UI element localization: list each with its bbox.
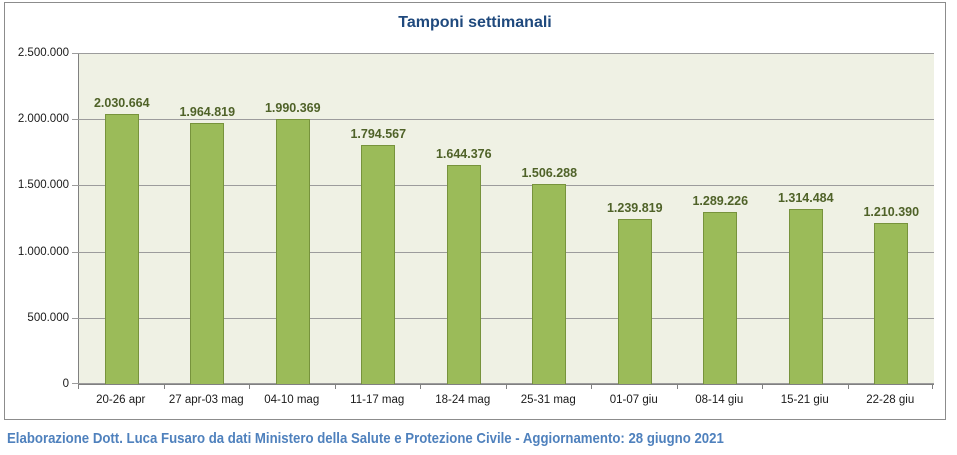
x-tick-mark bbox=[932, 384, 933, 389]
gridline bbox=[72, 185, 934, 187]
y-tick-label: 0 bbox=[62, 378, 69, 390]
x-tick-mark bbox=[676, 384, 678, 389]
x-category-label: 18-24 mag bbox=[435, 394, 491, 406]
bar-value-label: 1.239.819 bbox=[606, 200, 663, 215]
x-tick-mark bbox=[334, 384, 336, 389]
x-tick-mark bbox=[762, 384, 763, 389]
x-category-label: 25-31 mag bbox=[520, 394, 576, 406]
gridline bbox=[72, 119, 934, 121]
x-category-label: 01-07 giu bbox=[609, 394, 658, 406]
bar-slot: 1.210.390 bbox=[849, 53, 935, 384]
bar-series: 2.030.664 1.964.819 1.990.369 1.794.567 1.64… bbox=[79, 53, 934, 384]
bar bbox=[361, 145, 396, 384]
bar-value-label: 1.794.567 bbox=[350, 127, 407, 142]
bar bbox=[190, 122, 225, 384]
x-tick-mark bbox=[505, 384, 507, 389]
bar-slot: 1.506.288 bbox=[507, 53, 593, 384]
x-tick-mark bbox=[249, 384, 250, 389]
bar-value-label: 1.314.484 bbox=[777, 190, 834, 205]
y-tick-label: 2.000.000 bbox=[17, 113, 69, 126]
x-tick-mark bbox=[847, 384, 849, 389]
y-axis-labels: 0 500.000 1.000.000 1.500.000 2.000.000 2.500… bbox=[5, 47, 69, 390]
bar-value-label: 1.644.376 bbox=[435, 147, 492, 162]
bar bbox=[703, 212, 738, 384]
bar-value-label: 1.990.369 bbox=[264, 101, 321, 116]
y-tick-label: 1.500.000 bbox=[17, 179, 69, 192]
x-category-label: 22-28 giu bbox=[866, 394, 915, 406]
x-category-label: 11-17 mag bbox=[350, 394, 405, 406]
gridline bbox=[72, 383, 934, 384]
gridline bbox=[72, 251, 934, 253]
x-axis-ticks bbox=[78, 384, 933, 389]
chart-title: Tamponi settimanali bbox=[398, 14, 552, 31]
x-category-label: 20-26 apr bbox=[96, 394, 146, 406]
x-axis-labels: 20-26 apr 27 apr-03 mag 04-10 mag 11-17 mag… bbox=[78, 393, 933, 408]
bar-value-label: 1.210.390 bbox=[863, 204, 920, 219]
x-tick-mark bbox=[591, 384, 592, 389]
bar bbox=[104, 114, 139, 384]
plot-area: 2.030.664 1.964.819 1.990.369 1.794.567 1.64… bbox=[72, 53, 934, 385]
x-tick-mark bbox=[420, 384, 421, 389]
x-tick-mark bbox=[163, 384, 165, 389]
bar-value-label: 1.506.288 bbox=[521, 165, 578, 180]
bar-slot: 1.794.567 bbox=[336, 53, 422, 384]
x-category-label: 08-14 giu bbox=[695, 394, 744, 406]
gridline bbox=[72, 317, 934, 319]
bar-slot: 1.644.376 bbox=[421, 53, 507, 384]
y-tick-label: 2.500.000 bbox=[17, 47, 69, 59]
bar bbox=[617, 218, 652, 384]
footer-credit: Elaborazione Dott. Luca Fusaro da dati M… bbox=[7, 430, 724, 447]
y-tick-label: 1.000.000 bbox=[17, 245, 69, 258]
bar-slot: 2.030.664 bbox=[79, 53, 165, 384]
gridline bbox=[72, 53, 934, 54]
chart-container: Tamponi settimanali 0 500.000 1.000.000 1.5… bbox=[4, 2, 946, 420]
bar-slot: 1.239.819 bbox=[592, 53, 678, 384]
bar-slot: 1.964.819 bbox=[165, 53, 251, 384]
bar-value-label: 1.289.226 bbox=[692, 194, 749, 209]
bar bbox=[275, 119, 310, 384]
x-category-label: 15-21 giu bbox=[780, 394, 829, 406]
bar-slot: 1.289.226 bbox=[678, 53, 764, 384]
bar-value-label: 2.030.664 bbox=[93, 96, 150, 111]
bar-value-label: 1.964.819 bbox=[179, 104, 236, 119]
bar bbox=[788, 208, 823, 384]
bar-slot: 1.314.484 bbox=[763, 53, 849, 384]
y-tick-label: 500.000 bbox=[27, 311, 69, 324]
x-category-label: 27 apr-03 mag bbox=[168, 394, 244, 406]
bar bbox=[446, 165, 481, 384]
bar bbox=[874, 222, 909, 384]
x-category-label: 04-10 mag bbox=[264, 394, 320, 406]
bar-slot: 1.990.369 bbox=[250, 53, 336, 384]
bar bbox=[532, 183, 567, 384]
x-tick-mark bbox=[78, 384, 79, 389]
